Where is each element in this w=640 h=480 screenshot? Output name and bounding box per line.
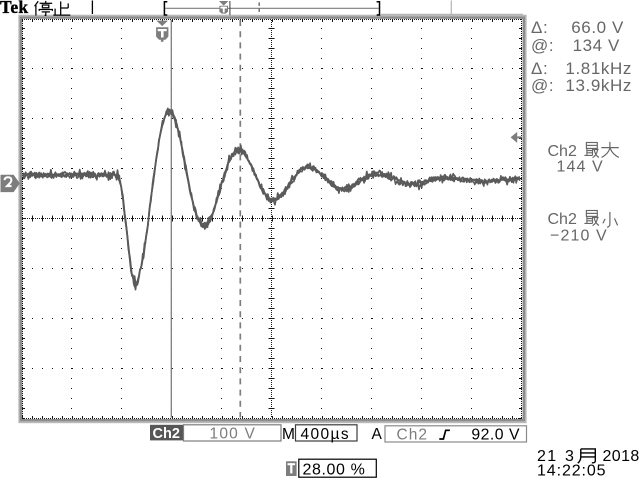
svg-text:400µs: 400µs [301,426,351,443]
svg-text:Ch2: Ch2 [397,426,428,443]
svg-text:−210 V: −210 V [550,228,608,245]
svg-text:Ch2: Ch2 [548,143,577,160]
svg-text:Tek: Tek [0,0,28,17]
svg-text:3: 3 [565,448,574,465]
svg-text:@:: @: [531,76,554,95]
svg-text:66.0 V: 66.0 V [571,18,624,37]
svg-text:Δ:: Δ: [531,18,548,37]
svg-text:28.00 %: 28.00 % [303,462,366,479]
svg-text:13.9kHz: 13.9kHz [565,76,632,95]
svg-text:2018: 2018 [603,448,640,465]
svg-text:92.0 V: 92.0 V [471,426,520,443]
svg-text:Ch2: Ch2 [548,211,577,228]
svg-text:@:: @: [531,36,554,55]
svg-text:M: M [282,426,295,443]
svg-text:100 V: 100 V [210,426,257,443]
svg-text:1.81kHz: 1.81kHz [565,59,632,78]
svg-text:14:22:05: 14:22:05 [537,462,606,479]
svg-text:21: 21 [537,448,557,465]
svg-text:A: A [372,426,383,443]
svg-text:Ch2: Ch2 [153,426,180,442]
svg-text:144 V: 144 V [557,159,604,176]
svg-text:134 V: 134 V [573,36,620,55]
svg-text:Δ:: Δ: [531,59,548,78]
